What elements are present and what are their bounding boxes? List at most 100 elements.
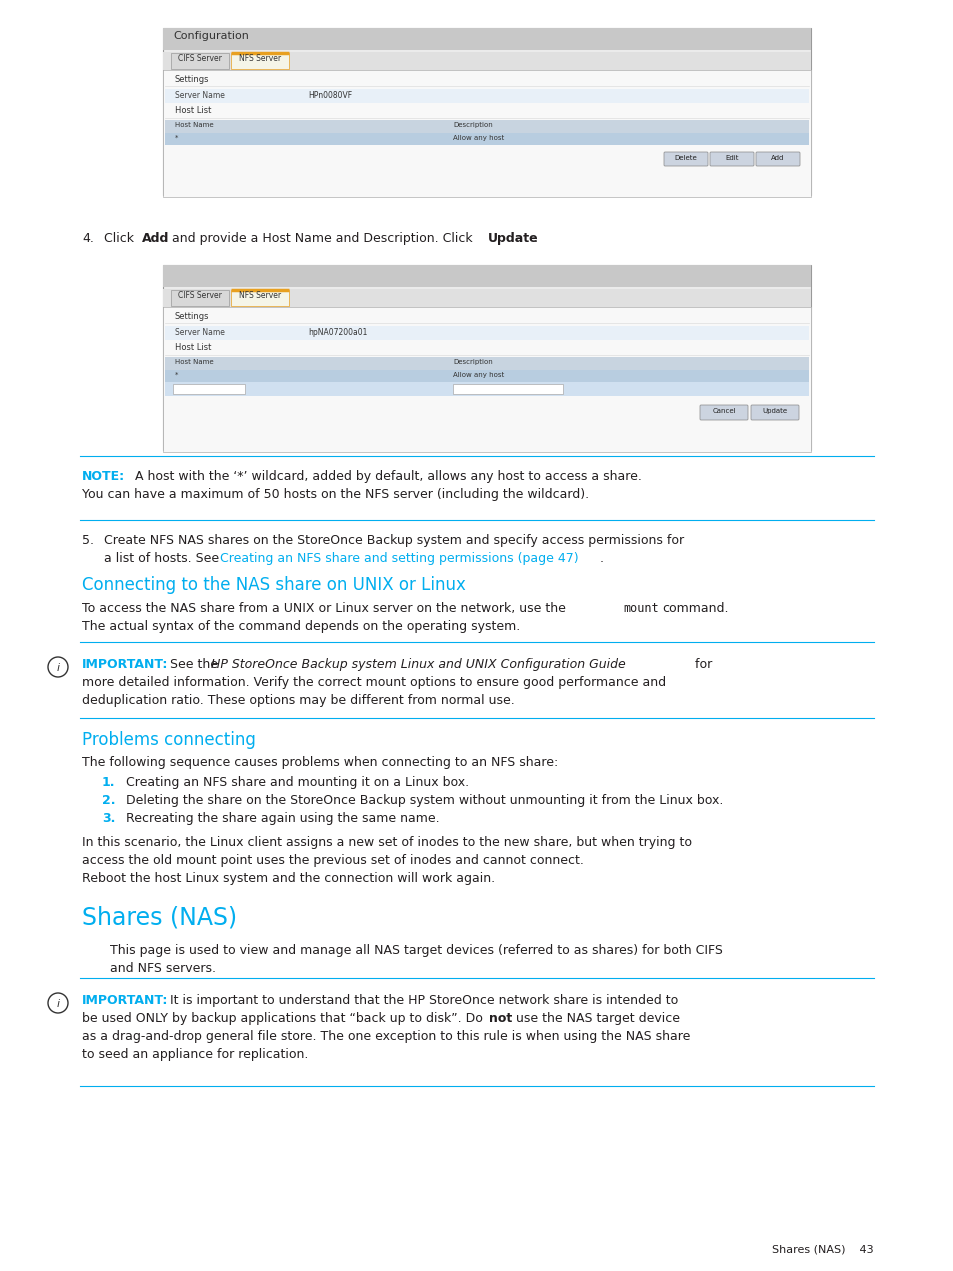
Text: Cancel: Cancel <box>712 408 735 414</box>
Text: It is important to understand that the HP StoreOnce network share is intended to: It is important to understand that the H… <box>170 994 678 1007</box>
Text: Deleting the share on the StoreOnce Backup system without unmounting it from the: Deleting the share on the StoreOnce Back… <box>126 794 722 807</box>
Text: IMPORTANT:: IMPORTANT: <box>82 658 168 671</box>
Text: command.: command. <box>661 602 728 615</box>
Text: NFS Server: NFS Server <box>238 53 281 64</box>
Text: The actual syntax of the command depends on the operating system.: The actual syntax of the command depends… <box>82 620 519 633</box>
Text: HP StoreOnce Backup system Linux and UNIX Configuration Guide: HP StoreOnce Backup system Linux and UNI… <box>211 658 625 671</box>
Bar <box>165 133 808 145</box>
Text: i: i <box>56 663 59 674</box>
Text: Host Name: Host Name <box>174 358 213 365</box>
Text: *: * <box>174 372 178 377</box>
Text: Problems connecting: Problems connecting <box>82 731 255 749</box>
FancyBboxPatch shape <box>755 153 800 167</box>
Text: 1.: 1. <box>102 777 115 789</box>
Text: This page is used to view and manage all NAS target devices (referred to as shar: This page is used to view and manage all… <box>110 944 722 957</box>
Text: In this scenario, the Linux client assigns a new set of inodes to the new share,: In this scenario, the Linux client assig… <box>82 836 691 849</box>
Text: 4.: 4. <box>82 233 93 245</box>
Text: Delete: Delete <box>674 155 697 161</box>
Text: CIFS Server: CIFS Server <box>178 291 222 300</box>
Text: Description: Description <box>453 122 493 128</box>
FancyBboxPatch shape <box>709 153 753 167</box>
Text: See the: See the <box>170 658 222 671</box>
Text: Settings: Settings <box>174 311 210 322</box>
Text: Server Name: Server Name <box>174 328 225 337</box>
FancyBboxPatch shape <box>663 153 707 167</box>
Bar <box>163 52 810 70</box>
Text: as a drag-and-drop general file store. The one exception to this rule is when us: as a drag-and-drop general file store. T… <box>82 1030 690 1043</box>
Text: use the NAS target device: use the NAS target device <box>512 1012 679 1024</box>
Bar <box>163 264 810 287</box>
Text: and NFS servers.: and NFS servers. <box>110 962 215 975</box>
Bar <box>163 28 810 194</box>
Text: Settings: Settings <box>174 75 210 84</box>
Bar <box>171 290 229 306</box>
Text: Shares (NAS): Shares (NAS) <box>82 906 237 930</box>
Bar <box>165 325 808 341</box>
Text: to seed an appliance for replication.: to seed an appliance for replication. <box>82 1049 308 1061</box>
Text: more detailed information. Verify the correct mount options to ensure good perfo: more detailed information. Verify the co… <box>82 676 665 689</box>
Text: and provide a Host Name and Description. Click: and provide a Host Name and Description.… <box>168 233 476 245</box>
Bar <box>231 53 289 69</box>
Text: *: * <box>174 135 178 141</box>
Text: HPn0080VF: HPn0080VF <box>308 92 352 100</box>
Bar <box>165 370 808 383</box>
Text: deduplication ratio. These options may be different from normal use.: deduplication ratio. These options may b… <box>82 694 515 707</box>
Text: Server Name: Server Name <box>174 92 225 100</box>
Bar <box>172 384 245 394</box>
Text: for: for <box>690 658 712 671</box>
Bar <box>163 70 810 197</box>
Text: .: . <box>599 552 603 566</box>
Text: Recreating the share again using the same name.: Recreating the share again using the sam… <box>126 812 439 825</box>
Bar <box>163 28 810 50</box>
Text: Click: Click <box>104 233 138 245</box>
Text: 2.: 2. <box>102 794 115 807</box>
Text: Create NFS NAS shares on the StoreOnce Backup system and specify access permissi: Create NFS NAS shares on the StoreOnce B… <box>104 534 683 547</box>
Text: hpNA07200a01: hpNA07200a01 <box>308 328 367 337</box>
Text: IMPORTANT:: IMPORTANT: <box>82 994 168 1007</box>
Text: mount: mount <box>622 602 658 615</box>
Text: Creating an NFS share and mounting it on a Linux box.: Creating an NFS share and mounting it on… <box>126 777 469 789</box>
Text: Host List: Host List <box>174 343 212 352</box>
Text: Add: Add <box>142 233 170 245</box>
Bar <box>163 289 810 308</box>
Text: To access the NAS share from a UNIX or Linux server on the network, use the: To access the NAS share from a UNIX or L… <box>82 602 569 615</box>
Text: Reboot the host Linux system and the connection will work again.: Reboot the host Linux system and the con… <box>82 872 495 885</box>
FancyBboxPatch shape <box>750 405 799 419</box>
Text: The following sequence causes problems when connecting to an NFS share:: The following sequence causes problems w… <box>82 756 558 769</box>
Text: A host with the ‘*’ wildcard, added by default, allows any host to access a shar: A host with the ‘*’ wildcard, added by d… <box>135 470 641 483</box>
Text: Connecting to the NAS share on UNIX or Linux: Connecting to the NAS share on UNIX or L… <box>82 576 465 594</box>
Text: Configuration: Configuration <box>172 31 249 41</box>
Text: Update: Update <box>488 233 538 245</box>
Text: be used ONLY by backup applications that “back up to disk”. Do: be used ONLY by backup applications that… <box>82 1012 486 1024</box>
Text: Description: Description <box>453 358 493 365</box>
Text: access the old mount point uses the previous set of inodes and cannot connect.: access the old mount point uses the prev… <box>82 854 583 867</box>
Bar <box>163 308 810 452</box>
Bar <box>453 384 562 394</box>
Text: Creating an NFS share and setting permissions (page 47): Creating an NFS share and setting permis… <box>220 552 578 566</box>
Text: Update: Update <box>761 408 787 414</box>
Bar <box>165 119 808 133</box>
Text: NOTE:: NOTE: <box>82 470 125 483</box>
Text: NFS Server: NFS Server <box>238 291 281 300</box>
Bar <box>165 357 808 370</box>
Text: not: not <box>489 1012 512 1024</box>
Text: Allow any host: Allow any host <box>453 135 504 141</box>
Text: Add: Add <box>771 155 784 161</box>
Text: .: . <box>534 233 537 245</box>
Bar <box>165 383 808 397</box>
Text: CIFS Server: CIFS Server <box>178 53 222 64</box>
Bar <box>163 264 810 450</box>
Bar <box>231 290 289 306</box>
Text: 3.: 3. <box>102 812 115 825</box>
FancyBboxPatch shape <box>700 405 747 419</box>
Text: Allow any host: Allow any host <box>453 372 504 377</box>
Text: Host Name: Host Name <box>174 122 213 128</box>
Text: a list of hosts. See: a list of hosts. See <box>104 552 223 566</box>
Bar <box>165 89 808 103</box>
Text: 5.: 5. <box>82 534 94 547</box>
Text: Host List: Host List <box>174 105 212 114</box>
Text: Edit: Edit <box>724 155 738 161</box>
Text: Shares (NAS)    43: Shares (NAS) 43 <box>772 1246 873 1254</box>
Text: i: i <box>56 999 59 1009</box>
Text: You can have a maximum of 50 hosts on the NFS server (including the wildcard).: You can have a maximum of 50 hosts on th… <box>82 488 589 501</box>
